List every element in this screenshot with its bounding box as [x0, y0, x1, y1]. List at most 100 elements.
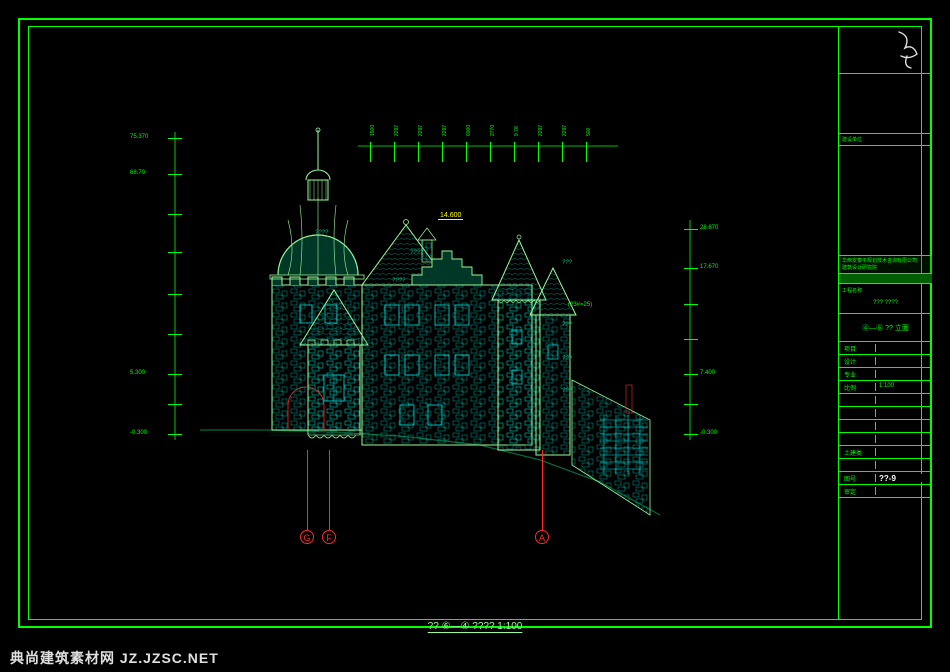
tb-blank-label: 建设单位: [839, 134, 932, 146]
tb-row-0: 项目: [839, 342, 932, 355]
top-dim-9: 500: [586, 128, 592, 136]
grid-stem-G: [307, 450, 308, 530]
left-elev-1: 68.70: [130, 170, 145, 176]
level-mark-3: ???: [562, 260, 572, 266]
tb-divider: [839, 274, 932, 284]
tb-project-name: ??? ????: [842, 300, 929, 306]
tb-row-1: 设计: [839, 355, 932, 368]
tb-row-value: [876, 396, 929, 404]
tb-row-7: [839, 433, 932, 446]
top-dim-6: 9.78: [514, 126, 520, 136]
tb-row-label: 审定: [842, 487, 876, 495]
level-mark-0: ????: [315, 230, 328, 236]
grid-stem-F: [329, 450, 330, 530]
top-dim-8: 2297: [562, 125, 568, 136]
rev-elevation-14600: 14.600: [438, 212, 463, 220]
level-mark-2: ????: [392, 278, 405, 284]
tb-row-2: 专业: [839, 368, 932, 381]
right-elev-4: 7.400: [700, 370, 715, 376]
top-dim-tick: [562, 142, 563, 162]
top-dim-tick: [490, 142, 491, 162]
tb-row-value: [876, 370, 929, 378]
left-elev-8: -0.300: [130, 430, 147, 436]
tb-row-label: [842, 422, 876, 430]
right-elev-6: -0.300: [700, 430, 717, 436]
tb-row-label: [842, 409, 876, 417]
left-elev-tick: [168, 252, 182, 253]
top-dim-tick: [418, 142, 419, 162]
top-dim-tick: [442, 142, 443, 162]
top-dim-7: 2297: [538, 125, 544, 136]
top-dim-tick: [586, 142, 587, 162]
tb-row-label: 土建类: [842, 448, 876, 456]
tb-row-value: [876, 487, 929, 495]
grid-bubble-A: A: [535, 530, 549, 544]
tb-row-value: [876, 461, 929, 469]
grid-bubble-G: G: [300, 530, 314, 544]
level-mark-6: ???: [562, 388, 572, 394]
retaining-wall: [572, 380, 650, 515]
tb-firm: 华西安泰平规划技术咨询有限公司 建筑设计研究院: [839, 256, 932, 274]
tb-row-value: 1:100: [876, 383, 929, 391]
tb-row-label: [842, 461, 876, 469]
tb-drawing-name: ④—⑥ ?? 立面: [842, 323, 929, 333]
tb-row-label: 比例: [842, 383, 876, 391]
elevation-drawing: [200, 120, 660, 520]
logo-area: [839, 26, 932, 74]
tb-row-8: 土建类: [839, 446, 932, 459]
tb-row-10: 图号??-9: [839, 472, 932, 485]
tb-row-3: 比例1:100: [839, 381, 932, 394]
left-elev-tick: [168, 434, 182, 435]
left-elev-0: 75.370: [130, 134, 148, 140]
left-elev-tick: [168, 138, 182, 139]
left-elev-tick: [168, 294, 182, 295]
tb-row-value: [876, 422, 929, 430]
top-dim-2: 2297: [418, 125, 424, 136]
tb-row-label: 设计: [842, 357, 876, 365]
top-dim-1: 2297: [394, 125, 400, 136]
top-dim-tick: [370, 142, 371, 162]
tb-row-label: 图号: [842, 474, 876, 482]
tb-row-value: [876, 409, 929, 417]
tb-row-11: 审定: [839, 485, 932, 498]
level-mark-4: ???: [562, 322, 572, 328]
tb-row-value: [876, 357, 929, 365]
right-elev-0: 28.670: [700, 225, 718, 231]
tb-row-label: 项目: [842, 344, 876, 352]
left-elev-tick: [168, 374, 182, 375]
tb-row-value: [876, 344, 929, 352]
drawing-caption: ?? ⑥—④ ???? 1:100: [428, 621, 523, 632]
tb-row-value: [876, 435, 929, 443]
right-elev-tick: [684, 374, 698, 375]
top-dim-3: 2297: [442, 125, 448, 136]
top-dim-tick: [394, 142, 395, 162]
tb-section-label: 工程名称: [842, 287, 929, 294]
top-dim-5: 2770: [490, 125, 496, 136]
tb-row-5: [839, 407, 932, 420]
tb-row-label: [842, 435, 876, 443]
right-elev-1: 17.670: [700, 264, 718, 270]
tb-row-4: [839, 394, 932, 407]
top-dim-tick: [538, 142, 539, 162]
right-elev-tick: [684, 434, 698, 435]
tb-blank-mid: [839, 146, 932, 256]
watermark-text: 典尚建筑素材网 JZ.JZSC.NET: [10, 648, 219, 668]
right-elev-tick: [684, 229, 698, 230]
tb-drawing-sec: ④—⑥ ?? 立面: [839, 314, 932, 342]
tb-row-label: [842, 396, 876, 404]
tb-row-value: ??-9: [876, 474, 929, 482]
tb-row-value: [876, 448, 929, 456]
grid-stem-A: [542, 450, 543, 530]
grid-bubble-F: F: [322, 530, 336, 544]
right-elev-tick: [684, 268, 698, 269]
top-dim-4: 6000: [466, 125, 472, 136]
top-dim-0: 1500: [370, 125, 376, 136]
tb-blank-upper: [839, 74, 932, 134]
top-dim-tick: [514, 142, 515, 162]
left-elev-tick: [168, 404, 182, 405]
tb-row-6: [839, 420, 932, 433]
left-elev-tick: [168, 214, 182, 215]
right-cone-towers: [492, 235, 576, 455]
tb-row-label: 专业: [842, 370, 876, 378]
left-elev-6: 5.300: [130, 370, 145, 376]
